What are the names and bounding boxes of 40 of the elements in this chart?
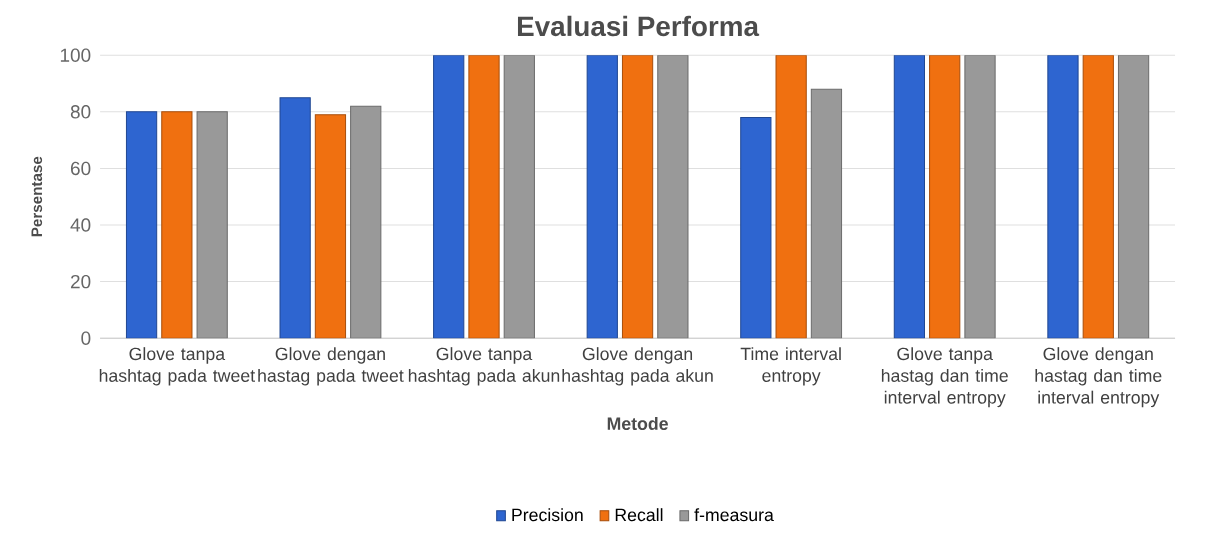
chart-title: Evaluasi Performa [517, 15, 760, 37]
y-tick-label: 0 [81, 331, 91, 345]
bar [810, 88, 843, 339]
bar [657, 55, 689, 339]
bar [503, 55, 535, 339]
bar [314, 114, 347, 339]
x-tick-label: Time interval entropy [740, 347, 841, 386]
y-tick-label: 20 [70, 274, 91, 289]
bar [929, 55, 961, 339]
y-axis-title: Persentase [31, 156, 43, 237]
bar [621, 55, 654, 339]
bar [1082, 55, 1114, 339]
bar [161, 111, 193, 339]
bar [433, 55, 465, 339]
x-axis-title: Metode [607, 416, 668, 430]
legend-label: Precision [512, 508, 583, 522]
bar [468, 55, 500, 339]
x-tick-label: Glove tanpa hashtag pada tweet [99, 347, 256, 386]
x-tick-label: Glove dengan hashtag pada akun [562, 347, 713, 386]
bar [1047, 55, 1079, 339]
y-tick-label: 40 [70, 218, 91, 232]
bar [1117, 55, 1150, 339]
bar [740, 116, 772, 339]
y-tick-label: 80 [70, 105, 91, 119]
bar [279, 97, 311, 339]
bar [125, 111, 158, 339]
bar [586, 55, 618, 339]
bar [893, 55, 926, 339]
y-tick-label: 60 [70, 161, 91, 176]
bar [350, 105, 382, 339]
legend-label: f-measura [694, 508, 774, 522]
bar [196, 111, 228, 339]
x-tick-label: Glove tanpa hastag dan time interval entropy [881, 347, 1008, 408]
bar [775, 55, 807, 339]
x-tick-label: Glove dengan hastag dan time interval entropy [1035, 347, 1162, 408]
x-tick-label: Glove dengan hastag pada tweet [258, 347, 404, 386]
y-tick-label: 100 [60, 48, 91, 62]
bar [964, 55, 996, 339]
legend-label: Recall [615, 508, 663, 522]
x-tick-label: Glove tanpa hashtag pada akun [408, 347, 560, 386]
